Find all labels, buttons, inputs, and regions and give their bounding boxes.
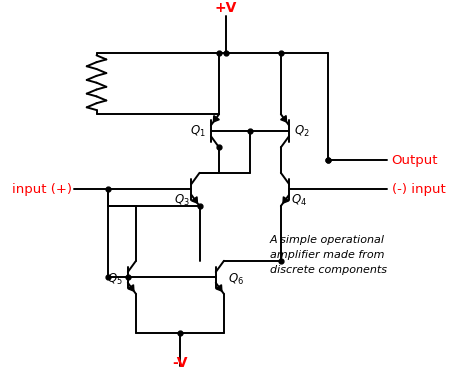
Text: +V: +V: [214, 2, 237, 16]
Text: $Q_4$: $Q_4$: [291, 193, 307, 208]
Text: A simple operational
amplifier made from
discrete components: A simple operational amplifier made from…: [270, 235, 386, 275]
Text: $Q_2$: $Q_2$: [294, 124, 310, 139]
Text: $Q_1$: $Q_1$: [190, 124, 206, 139]
Text: $Q_3$: $Q_3$: [173, 193, 190, 208]
Polygon shape: [283, 197, 289, 203]
Polygon shape: [216, 285, 222, 291]
Polygon shape: [191, 197, 198, 203]
Text: (-) input: (-) input: [392, 183, 446, 196]
Text: Output: Output: [392, 154, 438, 166]
Polygon shape: [128, 285, 134, 291]
Text: -V: -V: [172, 356, 188, 370]
Text: $Q_5$: $Q_5$: [107, 272, 123, 287]
Text: $Q_6$: $Q_6$: [228, 272, 244, 287]
Polygon shape: [213, 116, 219, 122]
Text: input (+): input (+): [12, 183, 72, 196]
Polygon shape: [281, 116, 287, 122]
